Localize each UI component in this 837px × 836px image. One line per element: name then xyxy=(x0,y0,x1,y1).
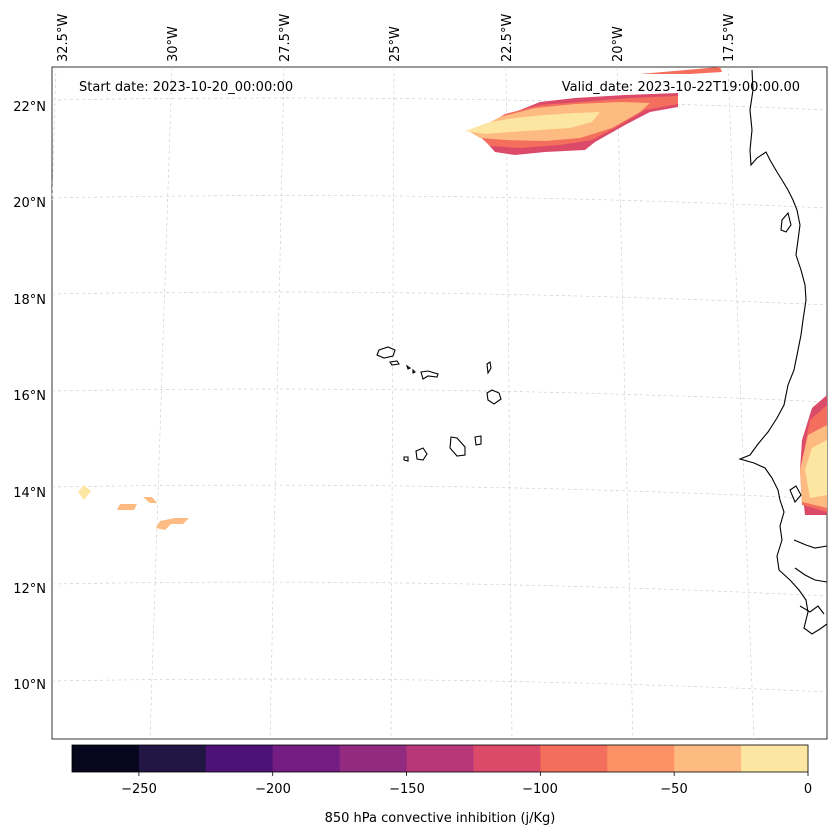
coastlines xyxy=(376,69,828,635)
colorbar-tick-0: 0 xyxy=(804,782,812,797)
latitude-labels: 22°N 20°N 18°N 16°N 14°N 12°N 10°N xyxy=(13,100,46,693)
colorbar-tick-100: −100 xyxy=(522,782,558,797)
colorbar-segment xyxy=(205,745,274,772)
colorbar-segment xyxy=(674,745,742,772)
longitude-labels: 32.5°W 30°W 27.5°W 25°W 22.5°W 20°W 17.5… xyxy=(56,14,737,62)
lat-label-10n: 10°N xyxy=(13,678,46,693)
cin-contours xyxy=(78,67,827,530)
colorbar-segment xyxy=(339,745,408,772)
lat-label-18n: 18°N xyxy=(13,293,46,308)
colorbar-tick-50: −50 xyxy=(660,782,687,797)
colorbar xyxy=(72,745,809,776)
cin-contour-north-core xyxy=(465,112,600,134)
cin-contour-west-1 xyxy=(78,485,91,500)
lon-label-25w: 25°W xyxy=(388,26,403,62)
colorbar-outline xyxy=(71,744,809,773)
cin-contour-west-2 xyxy=(117,504,137,510)
lon-label-32-5w: 32.5°W xyxy=(56,14,71,62)
cin-contour-west-3 xyxy=(143,497,157,503)
lat-label-14n: 14°N xyxy=(13,486,46,501)
cin-contour-east-core xyxy=(805,440,827,498)
lat-label-12n: 12°N xyxy=(13,582,46,597)
colorbar-tick-250: −250 xyxy=(121,782,157,797)
lat-label-16n: 16°N xyxy=(13,389,46,404)
cin-contour-west-4 xyxy=(156,518,189,530)
lon-label-30w: 30°W xyxy=(166,26,181,62)
lat-label-22n: 22°N xyxy=(13,100,46,115)
cin-contour-north-top xyxy=(640,67,722,74)
start-date-label: Start date: 2023-10-20_00:00:00 xyxy=(79,80,293,95)
colorbar-segment xyxy=(272,745,341,772)
lon-label-17-5w: 17.5°W xyxy=(722,14,737,62)
valid-date-label: Valid_date: 2023-10-22T19:00:00.00 xyxy=(562,80,800,95)
lon-label-27-5w: 27.5°W xyxy=(278,14,293,62)
graticule xyxy=(51,66,828,740)
colorbar-segment xyxy=(741,745,809,772)
lon-label-20w: 20°W xyxy=(611,26,626,62)
colorbar-ticks: −250 −200 −150 −100 −50 0 xyxy=(121,782,812,797)
colorbar-label: 850 hPa convective inhibition (j/Kg) xyxy=(325,811,556,826)
colorbar-tick-150: −150 xyxy=(389,782,425,797)
colorbar-segment xyxy=(473,745,541,772)
lat-label-20n: 20°N xyxy=(13,196,46,211)
lon-label-22-5w: 22.5°W xyxy=(500,14,515,62)
colorbar-segment xyxy=(607,745,675,772)
colorbar-segment xyxy=(138,745,207,772)
colorbar-tick-200: −200 xyxy=(255,782,291,797)
colorbar-segment xyxy=(406,745,474,772)
map-frame xyxy=(51,66,828,740)
colorbar-segment xyxy=(540,745,608,772)
colorbar-segment xyxy=(72,745,140,772)
